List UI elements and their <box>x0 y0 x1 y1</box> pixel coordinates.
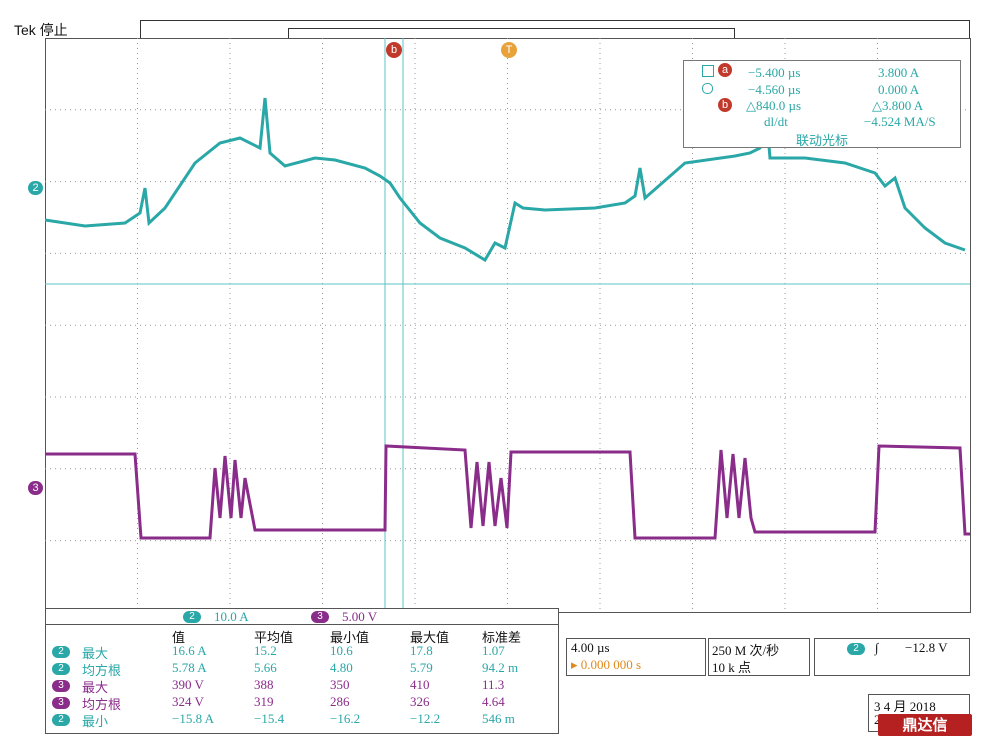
slope-value: −4.524 MA/S <box>864 114 936 129</box>
row-stddev: 4.64 <box>482 694 505 709</box>
header-mean: 平均值 <box>254 630 294 645</box>
trigger-box[interactable]: 2 ∫ −12.8 V <box>814 638 970 676</box>
row-max: −12.2 <box>410 711 441 726</box>
row-min: 4.80 <box>330 660 353 675</box>
trigger-level: −12.8 V <box>905 640 948 655</box>
row-measure-name: 均方根 <box>82 663 122 678</box>
cursor-b-circle-icon <box>702 83 713 94</box>
row-measure-name: 最大 <box>82 680 109 695</box>
brand-label: Tek <box>14 22 36 38</box>
header-min: 最小值 <box>330 630 370 645</box>
horizontal-position-row: ▸ 0.000 000 s <box>571 657 641 673</box>
trigger-position-marker[interactable]: T <box>501 42 517 58</box>
record-length: 10 k 点 <box>712 660 752 675</box>
row-mean: 388 <box>254 677 274 692</box>
row-max: 410 <box>410 677 430 692</box>
measurement-table: 值 平均值 最小值 最大值 标准差 2 最大 16.6 A 15.2 10.6 … <box>45 624 559 734</box>
row-mean: 319 <box>254 694 274 709</box>
time-line: 2 <box>874 712 881 728</box>
row-min: 286 <box>330 694 350 709</box>
channel-scale-bar: 2 10.0 A 3 5.00 V <box>45 608 559 626</box>
cursor-a-tag: a <box>718 63 732 77</box>
horizontal-position: 0.000 000 s <box>580 657 642 672</box>
cursor-mode-label: 联动光标 <box>796 133 849 148</box>
row-min: 10.6 <box>330 643 353 658</box>
delta-value: △3.800 A <box>872 98 924 113</box>
row-mean: 15.2 <box>254 643 277 658</box>
ch3-waveform <box>45 444 970 540</box>
ch2-waveform <box>45 97 966 263</box>
acquisition-box[interactable]: 250 M 次/秒 10 k 点 <box>708 638 810 676</box>
ch3-scale[interactable]: 5.00 V <box>342 609 378 624</box>
row-measure-name: 最大 <box>82 646 109 661</box>
row-mean: 5.66 <box>254 660 277 675</box>
cursor-a-square-icon <box>702 65 714 77</box>
cursor-b-value: 0.000 A <box>878 82 920 97</box>
row-value: 16.6 A <box>172 643 207 658</box>
cursor-a-time: −5.400 µs <box>748 65 801 80</box>
row-value: 390 V <box>172 677 204 692</box>
row-value: 5.78 A <box>172 660 207 675</box>
ch3-ground-marker[interactable]: 3 <box>28 481 43 495</box>
row-min: 350 <box>330 677 350 692</box>
row-measure-name: 均方根 <box>82 697 122 712</box>
time-per-div: 4.00 µs <box>571 640 610 655</box>
row-measure-name: 最小 <box>82 714 109 729</box>
row-stddev: 546 m <box>482 711 515 726</box>
row-stddev: 1.07 <box>482 643 505 658</box>
status-label: Tek 停止 <box>14 20 68 40</box>
sample-rate: 250 M 次/秒 <box>712 643 780 658</box>
date-line: 3 4 月 2018 <box>874 699 936 714</box>
trigger-arrow-icon: ▸ <box>571 657 578 672</box>
cursor-b-tag[interactable]: b <box>386 42 402 58</box>
row-channel-pill: 2 <box>52 714 70 726</box>
record-bar <box>140 20 970 39</box>
horizontal-scale-box[interactable]: 4.00 µs ▸ 0.000 000 s <box>566 638 706 676</box>
row-min: −16.2 <box>330 711 361 726</box>
row-max: 5.79 <box>410 660 433 675</box>
row-stddev: 11.3 <box>482 677 505 692</box>
delta-b-tag: b <box>718 98 732 112</box>
delta-time: △840.0 µs <box>746 98 802 113</box>
row-value: 324 V <box>172 694 204 709</box>
row-channel-pill: 2 <box>52 663 70 675</box>
header-stddev: 标准差 <box>482 630 522 645</box>
row-channel-pill: 2 <box>52 646 70 658</box>
header-value: 值 <box>172 630 186 645</box>
row-channel-pill: 3 <box>52 680 70 692</box>
row-max: 326 <box>410 694 430 709</box>
cursor-readout-panel: a −5.400 µs 3.800 A −4.560 µs 0.000 A b … <box>683 60 961 148</box>
cursor-b-time: −4.560 µs <box>748 82 801 97</box>
row-max: 17.8 <box>410 643 433 658</box>
row-channel-pill: 3 <box>52 697 70 709</box>
ch3-scale-pill[interactable]: 3 <box>311 611 329 623</box>
run-state: 停止 <box>39 22 68 38</box>
trigger-source-pill: 2 <box>847 643 865 655</box>
ch2-scale-pill[interactable]: 2 <box>183 611 201 623</box>
cursor-a-value: 3.800 A <box>878 65 920 80</box>
row-mean: −15.4 <box>254 711 285 726</box>
slope-label: dl/dt <box>764 114 788 129</box>
header-max: 最大值 <box>410 630 450 645</box>
record-window <box>288 28 735 39</box>
ch2-scale[interactable]: 10.0 A <box>214 609 249 624</box>
watermark-logo: 鼎达信 <box>878 714 972 736</box>
row-value: −15.8 A <box>172 711 215 726</box>
row-stddev: 94.2 m <box>482 660 519 675</box>
ch2-ground-marker[interactable]: 2 <box>28 181 43 195</box>
trigger-slope-icon: ∫ <box>875 640 879 655</box>
